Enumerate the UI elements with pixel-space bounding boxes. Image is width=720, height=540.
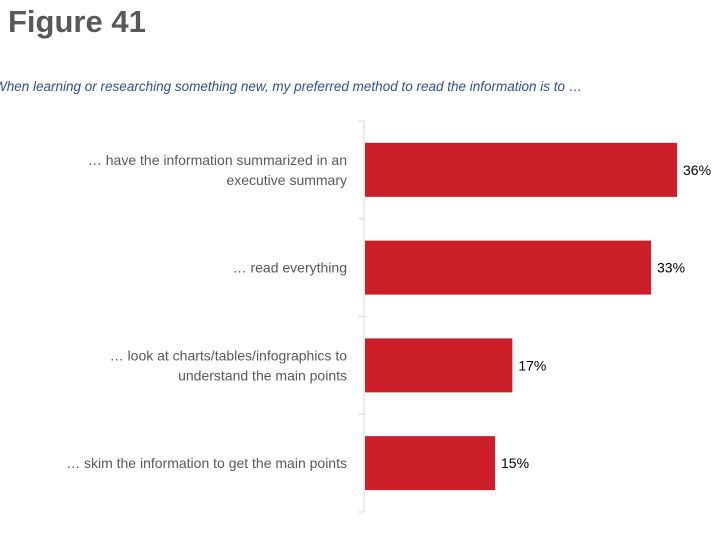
category-label-1: … have the information summarized in an: [88, 152, 347, 168]
bar-3: [365, 338, 513, 393]
data-label-3: 17%: [518, 357, 546, 373]
category-label-1: executive summary: [226, 172, 347, 188]
data-label-1: 36%: [683, 162, 711, 178]
bar-4: [365, 436, 495, 491]
category-label-3: understand the main points: [178, 367, 347, 383]
category-label-3: … look at charts/tables/infographics to: [110, 347, 348, 363]
category-label-2: … read everything: [233, 260, 347, 276]
bar-1: [365, 142, 677, 197]
category-label-4: … skim the information to get the main p…: [66, 455, 347, 471]
data-label-4: 15%: [501, 455, 529, 471]
chart-subtitle: When learning or researching something n…: [0, 79, 583, 94]
figure-title: Figure 41: [8, 4, 146, 39]
bar-2: [365, 240, 651, 295]
data-label-2: 33%: [657, 260, 685, 276]
